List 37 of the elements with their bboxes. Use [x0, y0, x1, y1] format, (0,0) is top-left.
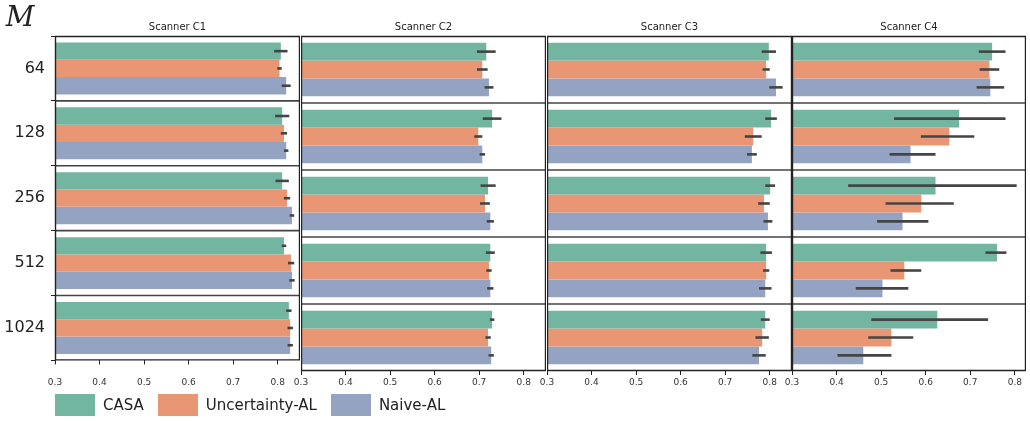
- x-tick-label: 0.3: [539, 377, 555, 388]
- x-tick-label: 0.3: [47, 377, 63, 388]
- x-tick-label: 0.4: [584, 377, 599, 388]
- x-tick-label: 0.6: [181, 377, 196, 388]
- x-tick-label: 0.6: [427, 377, 442, 388]
- y-tick-label: 512: [14, 252, 45, 272]
- y-tick-label: 64: [24, 57, 45, 77]
- x-tick-label: 0.7: [963, 377, 978, 388]
- x-tick-label: 0.8: [516, 377, 531, 388]
- x-tick-label: 0.5: [136, 377, 152, 388]
- x-tick-label: 0.5: [382, 377, 398, 388]
- x-tick-label: 0.3: [293, 377, 309, 388]
- x-tick-label: 0.7: [718, 377, 733, 388]
- chart-title: Scanner C2: [394, 21, 453, 32]
- x-tick-label: 0.3: [784, 377, 800, 388]
- y-axis-title: M: [4, 0, 36, 33]
- y-tick-label: 256: [14, 187, 45, 207]
- chart-title: Scanner C4: [880, 21, 938, 32]
- x-tick-label: 0.7: [472, 377, 487, 388]
- legend-label: Uncertainty-AL: [205, 396, 317, 414]
- x-tick-label: 0.8: [762, 377, 777, 388]
- x-tick-label: 0.8: [270, 377, 285, 388]
- legend-label: CASA: [103, 396, 144, 414]
- x-tick-label: 0.6: [673, 377, 688, 388]
- y-tick-label: 128: [14, 122, 45, 142]
- x-tick-label: 0.4: [829, 377, 844, 388]
- x-tick-label: 0.7: [226, 377, 241, 388]
- x-tick-label: 0.4: [92, 377, 107, 388]
- chart-title: Scanner C1: [148, 21, 207, 32]
- x-tick-label: 0.6: [918, 377, 933, 388]
- chart-title: Scanner C3: [640, 21, 699, 32]
- x-tick-label: 0.8: [1007, 377, 1023, 388]
- legend-label: Naive-AL: [378, 396, 446, 414]
- y-tick-label: 1024: [4, 317, 45, 337]
- x-tick-label: 0.4: [338, 377, 353, 388]
- x-tick-label: 0.5: [873, 377, 889, 388]
- x-tick-label: 0.5: [628, 377, 644, 388]
